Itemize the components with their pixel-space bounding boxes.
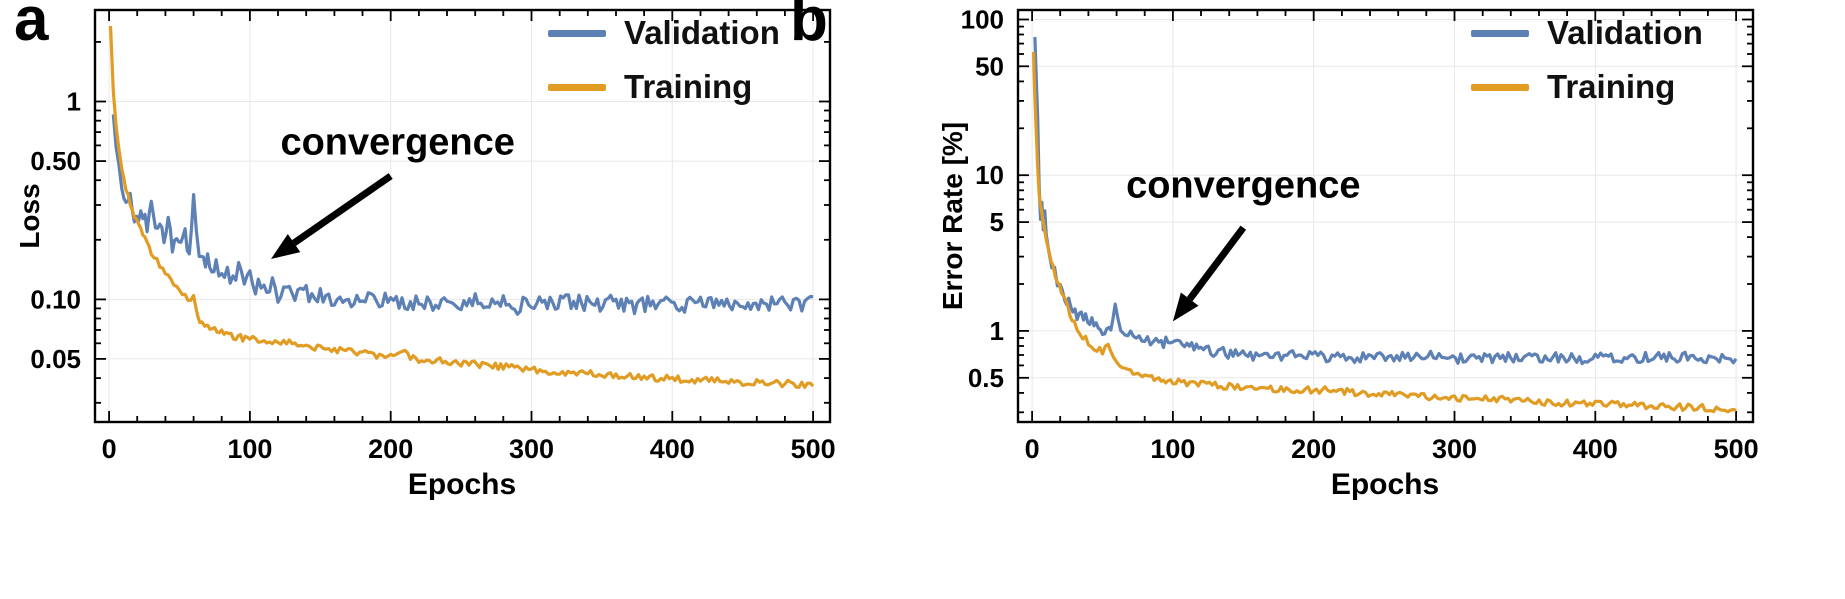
svg-text:400: 400: [650, 434, 695, 464]
panel-a-loss-chart: 0 100 200 300 400 500 1 0.50 0.10 0.05 Loss Epoch…: [0, 0, 922, 599]
svg-text:100: 100: [227, 434, 272, 464]
svg-text:10: 10: [975, 160, 1004, 190]
y-axis-label-error-rate: Error Rate [%]: [937, 121, 968, 311]
svg-text:300: 300: [1432, 434, 1477, 464]
legend-item-validation: Validation: [1471, 10, 1703, 56]
x-axis-label-epochs-a: Epochs: [407, 468, 517, 501]
loss-vs-epochs-plot: 0 100 200 300 400 500 1 0.50 0.10 0.05: [30, 8, 836, 464]
legend-a: Validation Training: [548, 10, 780, 110]
annotation-convergence-b: convergence: [1126, 164, 1361, 207]
svg-text:100: 100: [961, 5, 1004, 35]
svg-text:400: 400: [1573, 434, 1618, 464]
legend-label-training: Training: [624, 68, 753, 105]
svg-text:500: 500: [791, 434, 836, 464]
legend-b: Validation Training: [1471, 10, 1703, 110]
svg-text:500: 500: [1714, 434, 1759, 464]
svg-text:5: 5: [990, 207, 1004, 237]
panel-label-b: b: [790, 0, 828, 54]
panel-label-a: a: [14, 0, 49, 54]
legend-label-training: Training: [1547, 68, 1676, 105]
legend-item-validation: Validation: [548, 10, 780, 56]
annotation-convergence-a: convergence: [280, 121, 515, 164]
svg-text:0.5: 0.5: [968, 363, 1004, 393]
legend-item-training: Training: [1471, 64, 1703, 110]
svg-text:0.50: 0.50: [30, 146, 81, 176]
svg-text:100: 100: [1150, 434, 1195, 464]
svg-text:50: 50: [975, 51, 1004, 81]
svg-text:300: 300: [509, 434, 554, 464]
svg-text:1: 1: [990, 316, 1004, 346]
error-rate-vs-epochs-plot: 0 100 200 300 400 500 100 50 10 5 1 0.5: [961, 5, 1759, 465]
x-axis-label-epochs-b: Epochs: [1330, 468, 1440, 501]
svg-text:0.05: 0.05: [30, 344, 81, 374]
svg-text:0: 0: [1025, 434, 1040, 464]
legend-item-training: Training: [548, 64, 780, 110]
svg-text:200: 200: [368, 434, 413, 464]
panel-b-error-rate-chart: 0 100 200 300 400 500 100 50 10 5 1 0.5 Error Rate …: [923, 0, 1845, 599]
validation-line-swatch: [548, 29, 606, 37]
legend-label-validation: Validation: [624, 14, 780, 51]
legend-label-validation: Validation: [1547, 14, 1703, 51]
y-axis-label-loss: Loss: [14, 183, 45, 249]
svg-text:0: 0: [102, 434, 117, 464]
svg-text:200: 200: [1291, 434, 1336, 464]
training-line-swatch: [1471, 83, 1529, 91]
svg-text:1: 1: [67, 87, 81, 117]
training-line-swatch: [548, 83, 606, 91]
svg-text:0.10: 0.10: [30, 284, 81, 314]
validation-line-swatch: [1471, 29, 1529, 37]
